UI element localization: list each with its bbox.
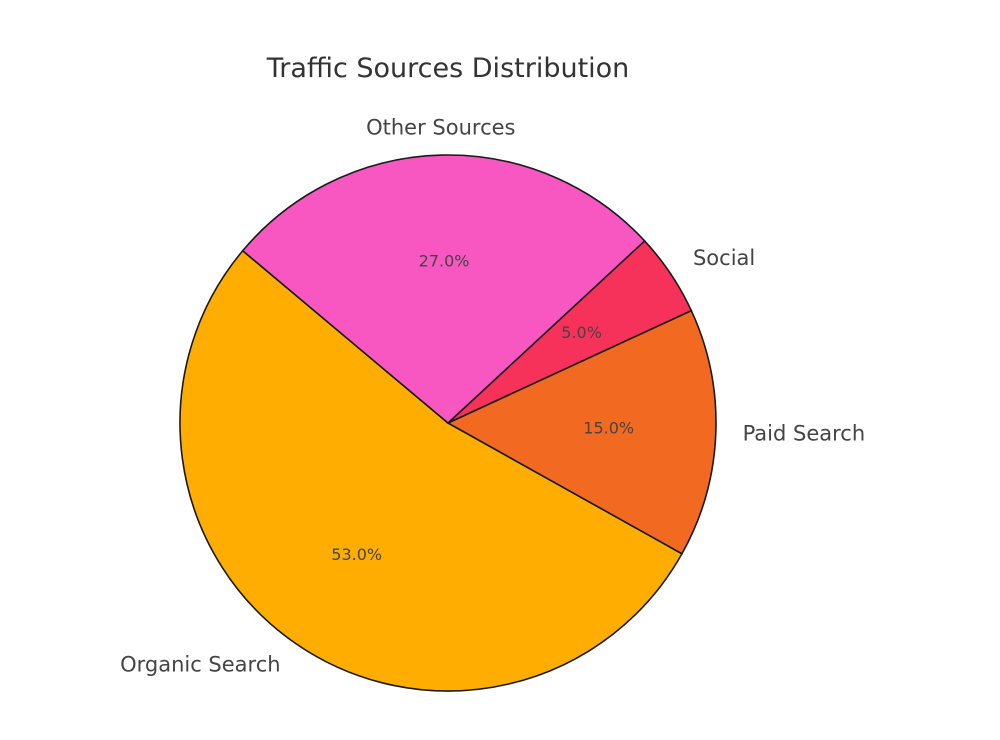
slice-label-organic-search: Organic Search xyxy=(120,653,281,677)
chart-title: Traffic Sources Distribution xyxy=(266,53,630,84)
pie-slice-paid-search xyxy=(446,309,717,555)
slice-percent-other-sources: 27.0% xyxy=(419,252,470,271)
slice-label-paid-search: Paid Search xyxy=(743,421,866,445)
slice-percent-organic-search: 53.0% xyxy=(331,545,382,564)
slice-label-other-sources: Other Sources xyxy=(366,115,515,139)
pie-slices xyxy=(179,154,717,692)
slice-label-social: Social xyxy=(693,246,755,270)
slice-percent-paid-search: 15.0% xyxy=(583,419,634,438)
slice-percent-social: 5.0% xyxy=(561,323,602,342)
pie-labels: Organic Search 53.0% Paid Search 15.0% Socia… xyxy=(120,115,865,676)
pie-slice-other-sources xyxy=(241,154,646,425)
pie-slice-organic-search xyxy=(179,249,684,692)
